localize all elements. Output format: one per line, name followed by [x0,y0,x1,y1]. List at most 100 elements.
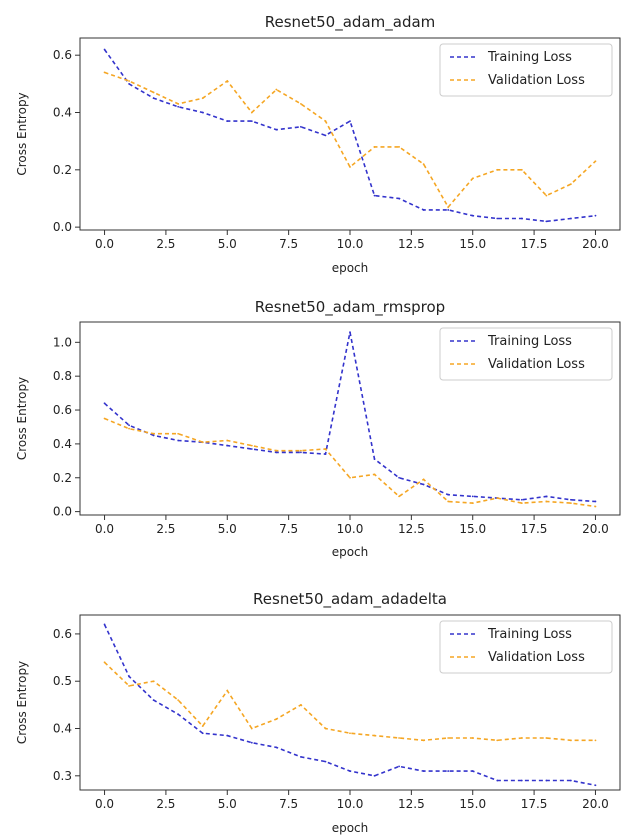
validation-point [226,689,229,692]
training-point [324,453,327,455]
training-point [349,120,351,123]
training-point [349,770,351,772]
training-point [594,784,597,787]
validation-point [128,80,130,82]
training-point [177,713,180,716]
x-tick-label: 0.0 [95,522,114,536]
legend-box [439,327,613,381]
training-point [447,770,450,772]
training-point [545,779,548,782]
validation-point [152,432,155,435]
validation-point [152,91,155,94]
validation-point [520,502,523,505]
x-tick-label: 2.5 [156,237,175,251]
y-tick-label: 0.4 [53,437,72,451]
x-tick-label: 12.5 [398,237,425,251]
y-tick-label: 0.4 [53,106,72,120]
validation-point [103,71,106,74]
legend-entry: Validation Loss [488,73,585,88]
training-point [177,439,180,442]
x-tick-label: 17.5 [521,237,548,251]
x-tick-label: 10.0 [337,237,364,251]
validation-point [349,476,351,479]
validation-point [275,718,278,720]
training-point [128,675,130,678]
training-point [520,779,523,782]
validation-point [349,732,351,735]
training-point [373,194,376,197]
validation-point [128,427,130,430]
x-tick-label: 0.0 [95,797,114,811]
y-tick-label: 0.6 [53,403,72,417]
validation-point [594,739,597,742]
y-axis-label: Cross Entropy [15,661,29,744]
x-tick-label: 2.5 [156,797,175,811]
y-tick-label: 0.6 [53,627,72,641]
legend-entry: Training Loss [487,627,572,642]
training-point [398,765,400,768]
training-point [570,217,572,220]
training-point [398,197,400,200]
training-point [226,120,229,123]
validation-point [300,103,302,105]
y-tick-label: 1.0 [53,335,72,349]
legend-box [439,43,613,97]
validation-point [496,739,499,742]
legend-entry: Validation Loss [488,650,585,665]
training-point [103,623,106,626]
validation-point [520,737,523,739]
validation-point [422,163,425,165]
training-point [250,741,253,744]
x-tick-label: 20.0 [582,522,609,536]
y-tick-label: 0.0 [53,220,72,234]
validation-point [545,194,548,197]
training-point [128,82,130,85]
training-point [201,732,204,735]
training-point [250,448,253,450]
training-point [545,495,548,498]
training-point [422,209,425,211]
training-point [128,424,130,427]
y-tick-label: 0.5 [53,674,72,688]
training-point [570,779,572,782]
chart-3: Resnet50_adam_adadelta 0.0 2.5 5.0 7.5 10.0 12… [15,590,621,835]
training-point [570,498,572,501]
validation-point [201,441,204,444]
validation-point [103,661,106,664]
series-line-validation [104,417,596,508]
y-tick-label: 0.2 [53,163,72,177]
y-tick-label: 0.0 [53,505,72,519]
x-axis-label: epoch [332,821,369,835]
y-tick-label: 0.6 [53,48,72,62]
training-point [447,493,450,496]
training-point [471,214,474,217]
validation-point [594,160,597,163]
validation-point [300,449,302,452]
training-point [520,217,523,220]
training-point [226,444,229,447]
chart-1: Resnet50_adam_adam 0.0 2.5 5.0 7.5 10.0 12.5 15… [15,13,621,275]
validation-point [226,80,229,82]
training-point [275,128,278,131]
chart-title: Resnet50_adam_adadelta [253,590,447,609]
x-tick-label: 15.0 [459,522,486,536]
validation-point [275,88,278,91]
training-point [300,125,302,128]
training-point [152,97,155,100]
x-axis-label: epoch [332,545,369,559]
validation-point [275,449,278,452]
x-tick-label: 0.0 [95,237,114,251]
validation-point [250,111,253,114]
validation-point [398,145,400,148]
validation-point [177,699,180,702]
validation-point [570,739,572,742]
x-tick-label: 5.0 [218,522,237,536]
chart-title: Resnet50_adam_adam [265,13,436,32]
training-point [496,217,499,220]
validation-point [177,103,180,105]
validation-point [152,680,155,683]
x-axis-label: epoch [332,261,369,275]
series-line-validation [103,661,596,742]
validation-point [422,478,425,481]
